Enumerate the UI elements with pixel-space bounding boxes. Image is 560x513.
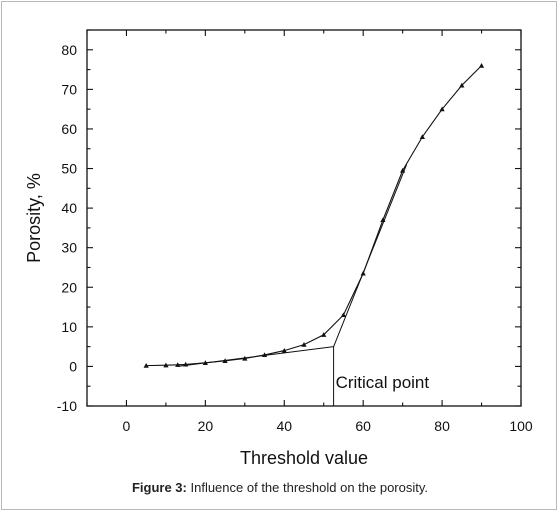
y-tick-label: 70 xyxy=(61,81,77,97)
data-point xyxy=(281,347,287,353)
x-tick-label: 0 xyxy=(123,418,131,434)
data-point xyxy=(175,362,181,367)
x-tick-label: 80 xyxy=(434,418,450,434)
data-point xyxy=(301,342,307,347)
data-point xyxy=(380,217,386,223)
data-point xyxy=(340,312,347,318)
data-point xyxy=(321,332,327,337)
data-point xyxy=(419,134,425,139)
caption-label: Figure 3: xyxy=(131,480,187,495)
y-tick-label: 20 xyxy=(61,279,77,295)
data-point xyxy=(222,358,228,363)
caption-text: Influence of the threshold on the porosi… xyxy=(186,480,429,495)
y-tick-label: 10 xyxy=(61,319,77,335)
y-tick-label: 0 xyxy=(69,358,77,374)
plot-box xyxy=(86,29,522,407)
y-tick-label: 50 xyxy=(61,161,77,177)
tick-labels: 0 20 40 60 80 100 -10 0 10 20 30 40 50 60 70 80 xyxy=(57,42,533,434)
data-point xyxy=(400,167,406,173)
y-tick-label: 60 xyxy=(61,121,77,137)
figure-caption: Figure 3: Influence of the threshold on … xyxy=(0,480,560,495)
axes xyxy=(86,29,522,407)
data-point xyxy=(478,63,485,68)
critical-point-label: Critical point xyxy=(336,373,430,392)
series-porosity xyxy=(143,63,485,368)
y-tick-label: -10 xyxy=(57,398,77,414)
y-axis-title: Porosity, % xyxy=(24,173,44,263)
series-line xyxy=(146,65,482,367)
data-point xyxy=(459,82,465,88)
porosity-chart: 0 20 40 60 80 100 -10 0 10 20 30 40 50 60 70 80 Thresho… xyxy=(24,29,533,468)
data-point xyxy=(242,355,248,361)
x-tick-label: 40 xyxy=(276,418,292,434)
x-axis-title: Threshold value xyxy=(240,448,368,468)
data-point xyxy=(183,361,189,367)
x-tick-label: 60 xyxy=(355,418,371,434)
data-point xyxy=(202,360,208,365)
y-tick-label: 40 xyxy=(61,200,77,216)
x-tick-label: 100 xyxy=(509,418,533,434)
y-tick-label: 30 xyxy=(61,240,77,256)
data-point xyxy=(261,352,268,358)
data-point xyxy=(360,270,366,276)
y-tick-label: 80 xyxy=(61,42,77,58)
data-point xyxy=(439,106,445,112)
data-point xyxy=(143,363,149,368)
tangent-lines xyxy=(177,164,408,406)
data-point xyxy=(163,362,169,368)
x-tick-label: 20 xyxy=(198,418,214,434)
